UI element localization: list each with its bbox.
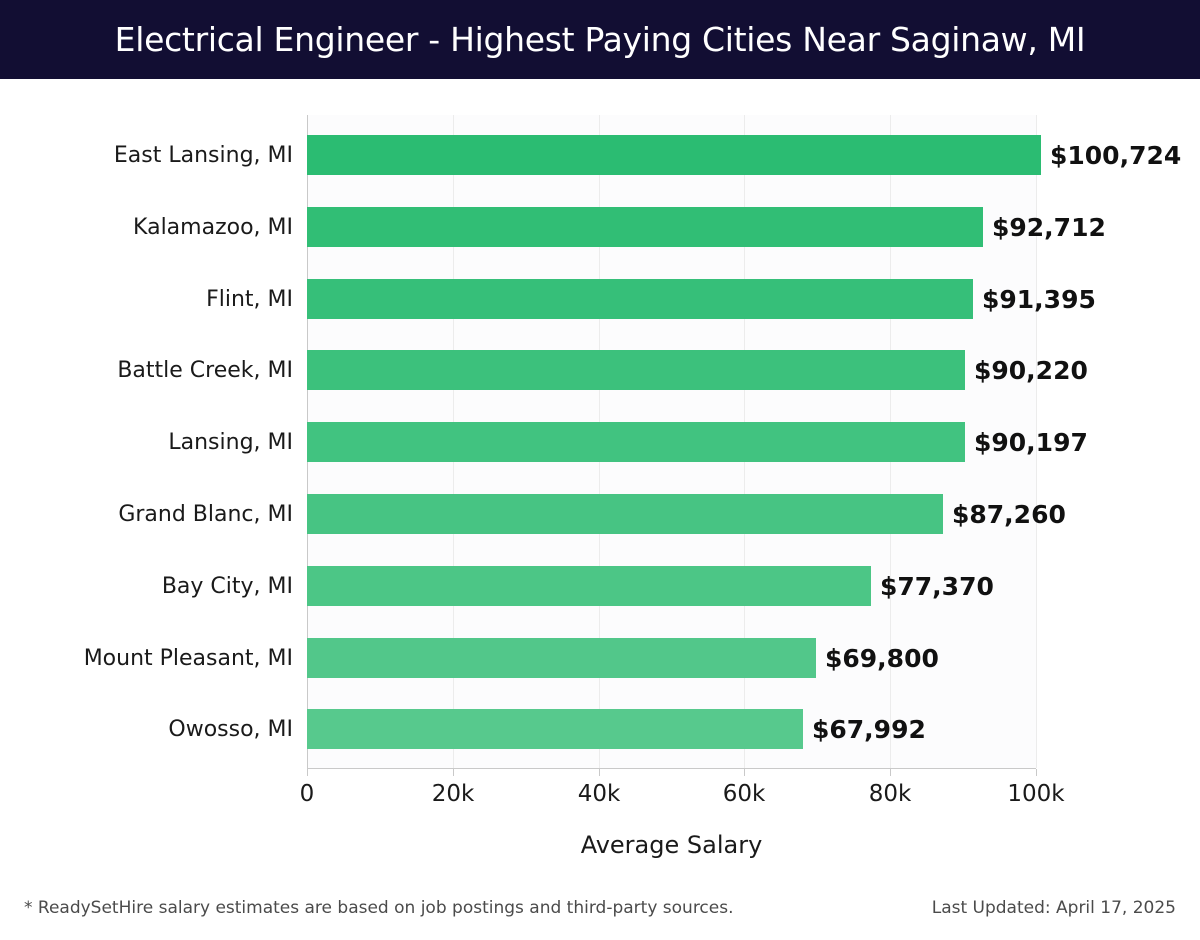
x-axis-line [307,768,1036,769]
header-band [0,0,1200,79]
bar[interactable] [307,422,965,462]
bar[interactable] [307,638,816,678]
x-tick-mark [1036,769,1037,776]
bar[interactable] [307,494,943,534]
x-tick-label: 40k [577,781,621,807]
bar-value-label: $77,370 [880,571,994,601]
y-axis-category-label: East Lansing, MI [113,142,293,168]
bar-value-label: $91,395 [982,284,1096,314]
gridline [1036,115,1037,768]
x-tick-label: 0 [299,781,315,807]
bar[interactable] [307,207,983,247]
bar-value-label: $90,197 [974,427,1088,457]
bar-value-label: $92,712 [992,212,1106,242]
footer-disclaimer: * ReadySetHire salary estimates are base… [24,898,734,918]
bar-value-label: $90,220 [974,355,1088,385]
x-tick-mark [599,769,600,776]
y-axis-category-label: Bay City, MI [161,573,293,599]
y-axis-category-label: Owosso, MI [168,716,293,742]
x-tick-label: 80k [868,781,912,807]
x-axis-title: Average Salary [580,831,763,859]
bar[interactable] [307,566,871,606]
x-tick-label: 60k [722,781,766,807]
bar-value-label: $87,260 [952,499,1066,529]
x-tick-label: 20k [431,781,475,807]
x-tick-mark [453,769,454,776]
footer-last-updated: Last Updated: April 17, 2025 [931,898,1176,918]
bar-value-label: $100,724 [1050,140,1182,170]
y-axis-category-label: Lansing, MI [168,429,293,455]
y-axis-category-label: Flint, MI [206,286,293,312]
bar-value-label: $67,992 [812,714,926,744]
page-title: Electrical Engineer - Highest Paying Cit… [114,20,1086,59]
x-tick-mark [744,769,745,776]
x-tick-label: 100k [1007,781,1065,807]
bar-value-label: $69,800 [825,643,939,673]
x-tick-mark [307,769,308,776]
y-axis-category-label: Battle Creek, MI [117,357,293,383]
y-axis-category-label: Mount Pleasant, MI [83,645,293,671]
bar[interactable] [307,709,803,749]
bar[interactable] [307,135,1041,175]
y-axis-category-label: Kalamazoo, MI [133,214,293,240]
y-axis-category-label: Grand Blanc, MI [118,501,293,527]
bar[interactable] [307,350,965,390]
x-tick-mark [890,769,891,776]
bar[interactable] [307,279,973,319]
